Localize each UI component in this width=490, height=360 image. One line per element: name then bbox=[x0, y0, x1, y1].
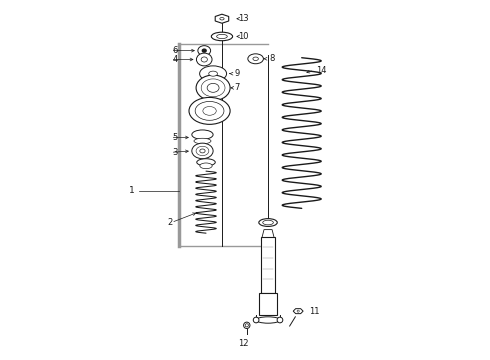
Ellipse shape bbox=[196, 75, 230, 100]
Ellipse shape bbox=[277, 317, 283, 323]
Ellipse shape bbox=[244, 322, 250, 329]
Text: 11: 11 bbox=[309, 307, 319, 316]
Ellipse shape bbox=[200, 163, 212, 168]
Text: 8: 8 bbox=[269, 54, 274, 63]
Polygon shape bbox=[215, 14, 229, 23]
Bar bbox=[259, 293, 277, 315]
Ellipse shape bbox=[263, 220, 273, 225]
Text: 13: 13 bbox=[238, 14, 248, 23]
Polygon shape bbox=[261, 230, 275, 240]
Ellipse shape bbox=[199, 66, 226, 81]
Ellipse shape bbox=[201, 57, 207, 62]
Ellipse shape bbox=[198, 46, 211, 55]
Ellipse shape bbox=[194, 138, 211, 144]
Ellipse shape bbox=[207, 84, 219, 92]
Text: 2: 2 bbox=[167, 218, 172, 227]
Text: 4: 4 bbox=[172, 55, 177, 64]
Ellipse shape bbox=[196, 146, 209, 156]
Text: 7: 7 bbox=[234, 84, 240, 93]
Ellipse shape bbox=[202, 49, 206, 52]
Ellipse shape bbox=[203, 107, 216, 115]
Ellipse shape bbox=[201, 79, 225, 97]
Ellipse shape bbox=[192, 130, 213, 139]
Polygon shape bbox=[293, 309, 303, 314]
Ellipse shape bbox=[197, 159, 215, 166]
Text: 12: 12 bbox=[238, 339, 248, 348]
Bar bbox=[261, 237, 275, 293]
Text: 1: 1 bbox=[129, 186, 134, 195]
Ellipse shape bbox=[189, 98, 230, 124]
Ellipse shape bbox=[209, 71, 218, 76]
Ellipse shape bbox=[297, 310, 299, 312]
Ellipse shape bbox=[253, 317, 259, 323]
Text: 6: 6 bbox=[172, 46, 178, 55]
Ellipse shape bbox=[259, 219, 277, 226]
Ellipse shape bbox=[253, 57, 258, 60]
Text: 10: 10 bbox=[238, 32, 248, 41]
Ellipse shape bbox=[256, 317, 280, 323]
Ellipse shape bbox=[248, 54, 264, 64]
Ellipse shape bbox=[220, 18, 224, 20]
Ellipse shape bbox=[195, 102, 224, 120]
Text: 14: 14 bbox=[316, 66, 326, 75]
Text: 9: 9 bbox=[234, 69, 240, 78]
Text: 3: 3 bbox=[172, 148, 178, 157]
Ellipse shape bbox=[217, 34, 227, 39]
Ellipse shape bbox=[200, 149, 205, 153]
Ellipse shape bbox=[192, 143, 213, 159]
Ellipse shape bbox=[245, 324, 248, 327]
Ellipse shape bbox=[211, 32, 233, 41]
Text: 5: 5 bbox=[172, 133, 177, 142]
Ellipse shape bbox=[196, 53, 212, 66]
